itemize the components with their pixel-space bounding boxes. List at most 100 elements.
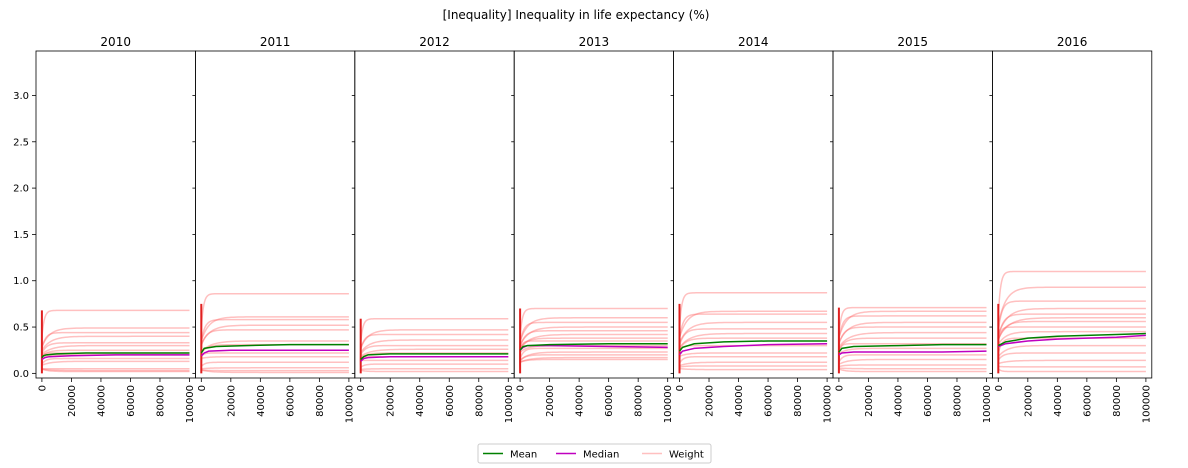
x-tick-label: 0: [37, 385, 48, 391]
weight-line: [200, 316, 349, 365]
x-tick-label: 20000: [705, 385, 716, 417]
weight-line: [359, 329, 509, 366]
weight-line: [359, 352, 509, 363]
weight-line: [519, 351, 668, 369]
mean-line: [360, 353, 509, 361]
weight-line: [519, 347, 668, 369]
x-tick-label: 20000: [386, 385, 397, 417]
weight-line: [997, 320, 1146, 359]
x-tick-label: 60000: [126, 385, 137, 417]
x-tick-label: 100000: [663, 385, 674, 423]
weight-line: [678, 332, 828, 362]
panel-2016: 2016 0 20000 40000 60000 80000 100000: [989, 35, 1152, 423]
mean-line: [997, 332, 1146, 347]
weight-line: [678, 361, 828, 370]
panel-frame: [354, 50, 515, 379]
legend-label-median: Median: [583, 450, 619, 461]
legend-frame: [477, 443, 712, 464]
weight-line: [200, 367, 349, 374]
weight-line: [838, 342, 987, 360]
x-tick-label: 60000: [923, 385, 934, 417]
mean-line: [519, 342, 668, 351]
weight-line: [359, 333, 509, 365]
weight-line: [41, 349, 190, 362]
weight-line: [519, 307, 668, 365]
weight-line: [200, 355, 349, 361]
weight-line: [997, 307, 1146, 361]
weight-line: [519, 356, 668, 367]
weight-line: [359, 367, 509, 371]
weight-line: [359, 363, 509, 371]
panel-title: 2016: [1057, 35, 1088, 49]
weight-line: [997, 270, 1146, 361]
x-tick-label: 0: [834, 385, 845, 391]
y-tick-label: 0.0: [13, 369, 29, 380]
panel-title: 2013: [579, 35, 610, 49]
weight-line: [678, 310, 828, 364]
panel-frame: [194, 50, 356, 379]
weight-line: [838, 326, 987, 362]
median-line: [360, 355, 509, 362]
weight-line: [838, 358, 987, 369]
panel-title: 2014: [738, 35, 769, 49]
weight-line: [359, 344, 509, 364]
x-tick-label: 100000: [504, 385, 515, 423]
x-tick-label: 40000: [734, 385, 745, 417]
panel-2013: 2013 0 20000 40000 60000 80000 100000: [511, 35, 674, 423]
x-tick-label: 40000: [415, 385, 426, 417]
weight-line: [41, 342, 190, 364]
x-tick-label: 100000: [1141, 385, 1152, 423]
weight-line: [997, 365, 1146, 373]
x-tick-label: 80000: [793, 385, 804, 417]
x-tick-label: 100000: [823, 385, 834, 423]
weight-line: [678, 365, 828, 369]
weight-line: [997, 313, 1146, 361]
weight-line: [997, 352, 1146, 368]
legend-label-mean: Mean: [510, 450, 537, 461]
weight-line: [359, 317, 509, 366]
median-line: [200, 349, 349, 357]
weight-line: [997, 286, 1146, 362]
mean-line: [678, 340, 828, 352]
mean-line: [200, 343, 349, 354]
weight-line: [838, 364, 987, 369]
weight-line: [519, 340, 668, 360]
weight-line: [359, 369, 509, 373]
panel-2011: 2011 0 20000 40000 60000 80000 100000: [192, 35, 355, 423]
x-tick-label: 0: [994, 385, 1005, 391]
weight-line: [519, 354, 668, 368]
weight-line: [838, 367, 987, 370]
x-tick-label: 40000: [893, 385, 904, 417]
x-tick-label: 80000: [315, 385, 326, 417]
y-tick-label: 2.5: [13, 137, 29, 148]
weight-line: [519, 326, 668, 363]
weight-line: [997, 365, 1146, 368]
y-tick-label: 1.0: [13, 276, 29, 287]
weight-line: [200, 367, 349, 370]
weight-line: [41, 360, 190, 370]
weight-line: [838, 306, 987, 365]
mean-line: [838, 343, 987, 353]
weight-line: [997, 330, 1146, 358]
x-tick-label: 100000: [344, 385, 355, 423]
x-tick-label: 60000: [1082, 385, 1093, 417]
weight-line: [200, 368, 349, 372]
x-tick-label: 40000: [96, 385, 107, 417]
x-tick-label: 20000: [1023, 385, 1034, 417]
x-tick-label: 20000: [226, 385, 237, 417]
x-tick-label: 80000: [952, 385, 963, 417]
weight-line: [519, 337, 668, 361]
x-tick-label: 0: [356, 385, 367, 391]
weight-line: [838, 315, 987, 363]
panels: 0.0 0.5 1.0 1.5 2.0 2.5 3.0 2010 0 20000 40000 6000…: [13, 35, 1152, 423]
legend: Mean Median Weight: [477, 443, 712, 464]
weight-line: [997, 317, 1146, 360]
weight-line: [519, 358, 668, 366]
weight-line: [997, 326, 1146, 358]
weight-line: [41, 366, 190, 373]
x-tick-label: 20000: [67, 385, 78, 417]
weight-line: [678, 313, 828, 363]
weight-line: [41, 344, 190, 363]
weight-line: [41, 367, 190, 372]
